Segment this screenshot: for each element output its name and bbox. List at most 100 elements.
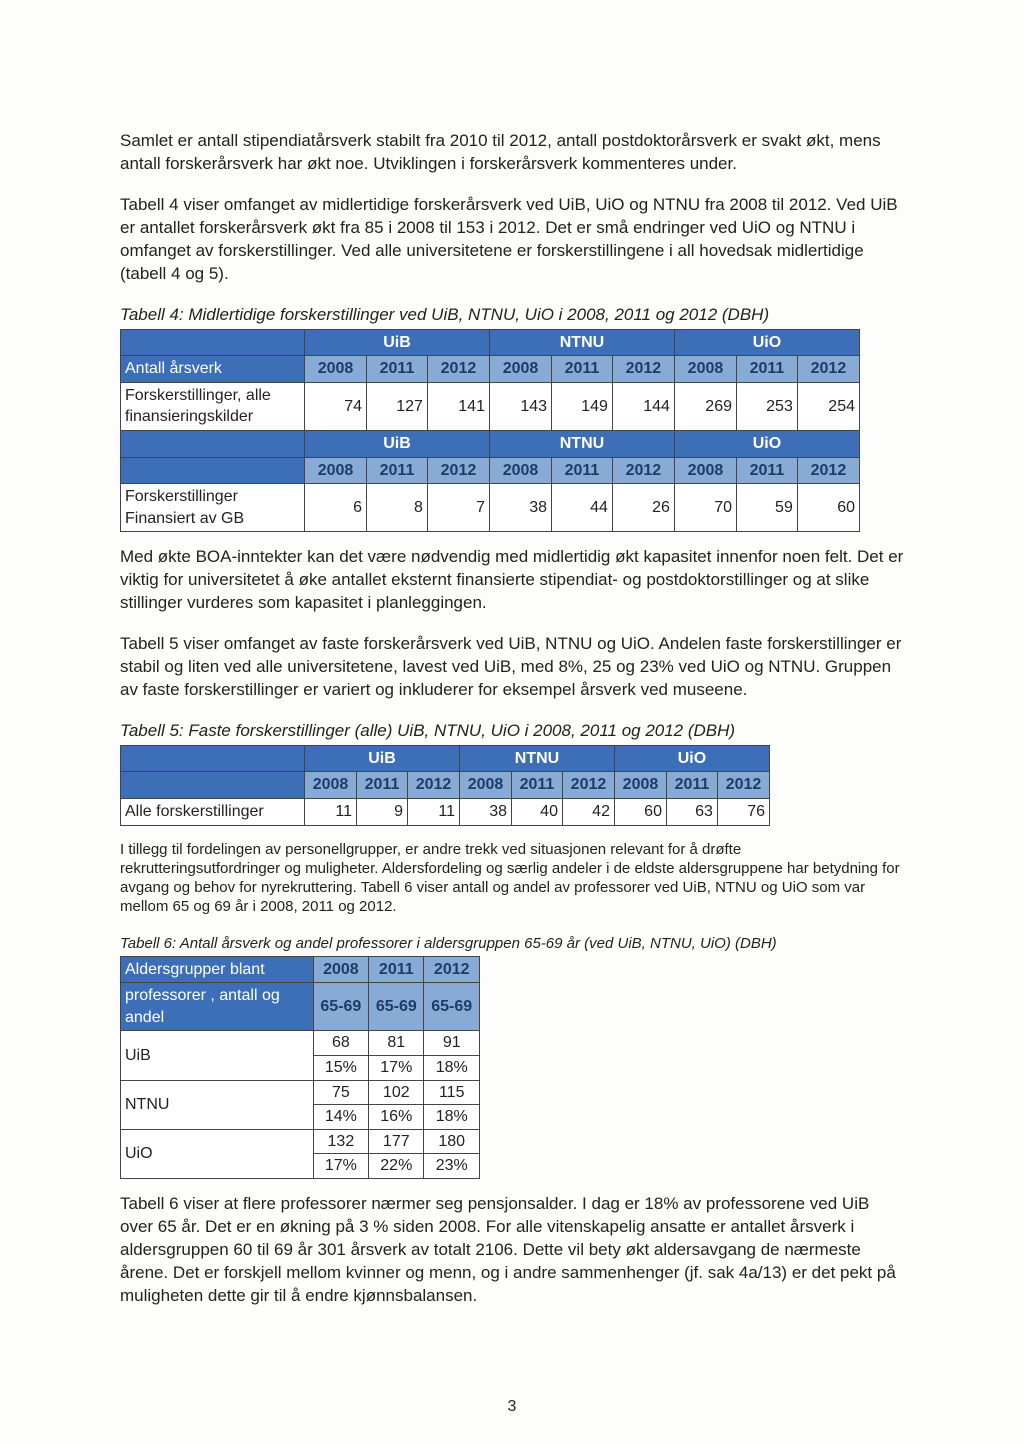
table6-range: 65-69 — [369, 983, 424, 1031]
table5-year: 2011 — [666, 772, 717, 799]
table4-blank — [121, 430, 305, 457]
table4-cell: 38 — [489, 484, 551, 532]
paragraph-5: I tillegg til fordelingen av personellgr… — [120, 840, 904, 917]
table6-cell: 132 — [313, 1129, 369, 1154]
table4-year: 2012 — [427, 457, 489, 484]
table4-row1-label: Forskerstillinger, alle finansieringskil… — [121, 382, 305, 430]
table5-inst-uio: UiO — [614, 745, 769, 772]
table5-cell: 60 — [614, 799, 666, 826]
table4-cell: 127 — [367, 382, 428, 430]
table4-cell: 8 — [367, 484, 428, 532]
table6-cell: 22% — [369, 1154, 424, 1179]
table5-year: 2008 — [305, 772, 357, 799]
table4-year: 2008 — [305, 356, 367, 383]
table5-cell: 63 — [666, 799, 717, 826]
table6-caption: Tabell 6: Antall årsverk og andel profes… — [120, 934, 904, 953]
table5-inst-uib: UiB — [305, 745, 460, 772]
table4-cell: 7 — [427, 484, 489, 532]
table6-header1: Aldersgrupper blant — [121, 956, 314, 983]
table4-year: 2008 — [305, 457, 367, 484]
table5-cell: 11 — [305, 799, 357, 826]
paragraph-3: Med økte BOA-inntekter kan det være nødv… — [120, 546, 904, 615]
table4-blank — [121, 457, 305, 484]
table6-cell: 180 — [424, 1129, 480, 1154]
table5-blank — [121, 772, 305, 799]
table4-year: 2012 — [797, 356, 859, 383]
table6-cell: 18% — [424, 1055, 480, 1080]
table5-year: 2012 — [407, 772, 459, 799]
table5-year: 2008 — [459, 772, 511, 799]
table5-blank — [121, 745, 305, 772]
table5-year: 2011 — [511, 772, 562, 799]
paragraph-6: Tabell 6 viser at flere professorer nærm… — [120, 1193, 904, 1308]
table6-cell: 18% — [424, 1105, 480, 1130]
table4-year: 2012 — [612, 457, 674, 484]
paragraph-1: Samlet er antall stipendiatårsverk stabi… — [120, 130, 904, 176]
paragraph-4: Tabell 5 viser omfanget av faste forsker… — [120, 633, 904, 702]
table6-range: 65-69 — [313, 983, 369, 1031]
table4-cell: 144 — [612, 382, 674, 430]
table5-caption: Tabell 5: Faste forskerstillinger (alle)… — [120, 720, 904, 743]
table4-year: 2008 — [489, 457, 551, 484]
table-6: Aldersgrupper blant 2008 2011 2012 profe… — [120, 956, 480, 1179]
table4-year: 2012 — [797, 457, 859, 484]
table4-year: 2011 — [737, 356, 798, 383]
table4-cell: 254 — [797, 382, 859, 430]
table4-cell: 269 — [674, 382, 736, 430]
table6-cell: 23% — [424, 1154, 480, 1179]
table4-rowhead-arsverk: Antall årsverk — [121, 356, 305, 383]
table4-year: 2008 — [489, 356, 551, 383]
table5-cell: 38 — [459, 799, 511, 826]
table6-cell: 17% — [369, 1055, 424, 1080]
table6-row-label: UiO — [121, 1129, 314, 1178]
table6-cell: 15% — [313, 1055, 369, 1080]
table4-year: 2012 — [612, 356, 674, 383]
table4-year: 2012 — [427, 356, 489, 383]
table6-row-label: NTNU — [121, 1080, 314, 1129]
document-page: Samlet er antall stipendiatårsverk stabi… — [0, 0, 1024, 1446]
table6-range: 65-69 — [424, 983, 480, 1031]
table4-cell: 253 — [737, 382, 798, 430]
table5-year: 2008 — [614, 772, 666, 799]
table4-cell: 59 — [737, 484, 798, 532]
table4-inst-ntnu: NTNU — [489, 430, 674, 457]
table4-year: 2011 — [552, 356, 613, 383]
table4-cell: 70 — [674, 484, 736, 532]
table6-cell: 14% — [313, 1105, 369, 1130]
table6-cell: 17% — [313, 1154, 369, 1179]
table4-blank — [121, 329, 305, 356]
table4-inst-uio: UiO — [674, 329, 859, 356]
table4-cell: 149 — [552, 382, 613, 430]
table5-cell: 42 — [562, 799, 614, 826]
table4-row2-label: Forskerstillinger Finansiert av GB — [121, 484, 305, 532]
table4-cell: 44 — [552, 484, 613, 532]
table6-year: 2008 — [313, 956, 369, 983]
table6-cell: 68 — [313, 1031, 369, 1056]
table5-year: 2012 — [717, 772, 769, 799]
table5-year: 2011 — [357, 772, 408, 799]
table4-caption: Tabell 4: Midlertidige forskerstillinger… — [120, 304, 904, 327]
table6-header2: professorer , antall og andel — [121, 983, 314, 1031]
table4-cell: 6 — [305, 484, 367, 532]
table6-year: 2012 — [424, 956, 480, 983]
table5-cell: 40 — [511, 799, 562, 826]
page-number: 3 — [0, 1396, 1024, 1418]
table6-cell: 115 — [424, 1080, 480, 1105]
table4-inst-ntnu: NTNU — [489, 329, 674, 356]
table6-cell: 81 — [369, 1031, 424, 1056]
table4-inst-uib: UiB — [305, 329, 490, 356]
table4-year: 2011 — [367, 457, 428, 484]
table6-cell: 91 — [424, 1031, 480, 1056]
table4-year: 2008 — [674, 457, 736, 484]
table4-cell: 143 — [489, 382, 551, 430]
table4-year: 2011 — [367, 356, 428, 383]
table6-cell: 102 — [369, 1080, 424, 1105]
table4-year: 2011 — [552, 457, 613, 484]
table6-cell: 177 — [369, 1129, 424, 1154]
paragraph-2: Tabell 4 viser omfanget av midlertidige … — [120, 194, 904, 286]
table6-row-label: UiB — [121, 1031, 314, 1080]
table5-year: 2012 — [562, 772, 614, 799]
table5-row-label: Alle forskerstillinger — [121, 799, 305, 826]
table4-inst-uib: UiB — [305, 430, 490, 457]
table4-cell: 141 — [427, 382, 489, 430]
